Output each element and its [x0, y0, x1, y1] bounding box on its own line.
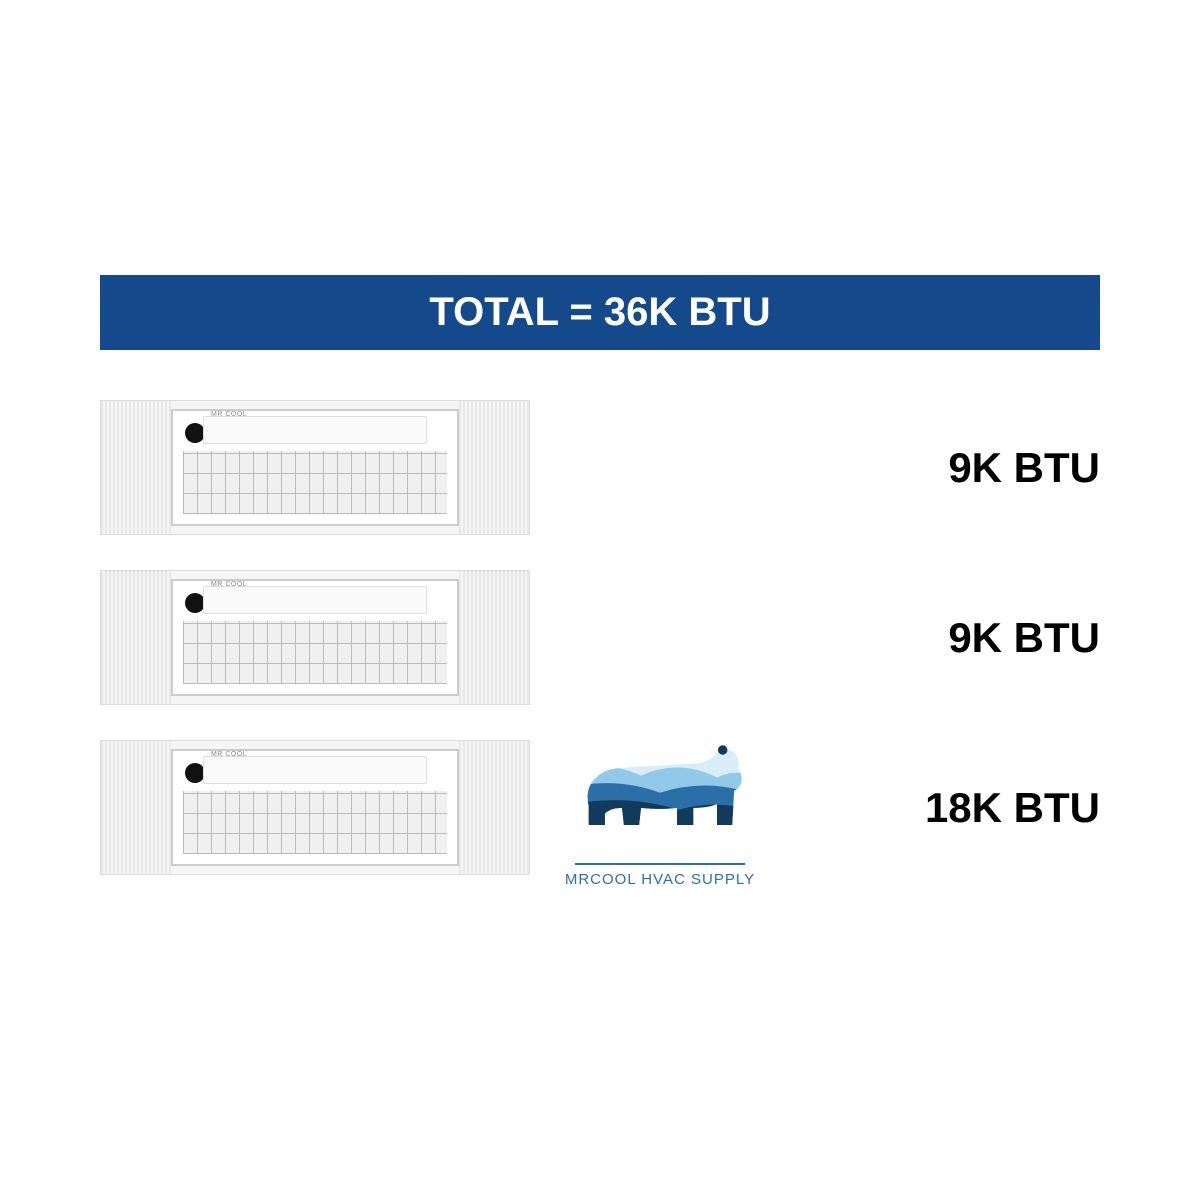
unit-grille-side: [101, 571, 171, 704]
unit-grille-side: [459, 571, 529, 704]
hvac-unit-1: MR COOL: [100, 400, 530, 535]
unit-face: MR COOL: [171, 579, 459, 696]
unit-face: MR COOL: [171, 749, 459, 866]
hvac-unit-2: MR COOL: [100, 570, 530, 705]
unit-return-grille: [183, 621, 447, 684]
unit-vent: [203, 586, 427, 614]
logo-text: MRCOOL HVAC SUPPLY: [560, 871, 760, 888]
unit-grille-side: [101, 401, 171, 534]
unit-row-2: MR COOL 9K BTU: [100, 570, 1100, 705]
unit-face: MR COOL: [171, 409, 459, 526]
unit-grille-side: [459, 401, 529, 534]
total-header-text: TOTAL = 36K BTU: [429, 290, 770, 335]
sensor-dot-icon: [185, 763, 205, 783]
unit-return-grille: [183, 451, 447, 514]
unit-row-1: MR COOL 9K BTU: [100, 400, 1100, 535]
unit-return-grille: [183, 791, 447, 854]
unit-grille-side: [459, 741, 529, 874]
total-header-bar: TOTAL = 36K BTU: [100, 275, 1100, 350]
brand-logo: MRCOOL HVAC SUPPLY: [560, 730, 760, 888]
btu-label-2: 9K BTU: [820, 614, 1100, 662]
btu-label-3: 18K BTU: [820, 784, 1100, 832]
logo-divider: [575, 863, 745, 865]
hvac-unit-3: MR COOL: [100, 740, 530, 875]
unit-vent: [203, 756, 427, 784]
sensor-dot-icon: [185, 593, 205, 613]
sensor-dot-icon: [185, 423, 205, 443]
unit-grille-side: [101, 741, 171, 874]
polar-bear-icon: [565, 730, 755, 854]
btu-label-1: 9K BTU: [820, 444, 1100, 492]
unit-vent: [203, 416, 427, 444]
